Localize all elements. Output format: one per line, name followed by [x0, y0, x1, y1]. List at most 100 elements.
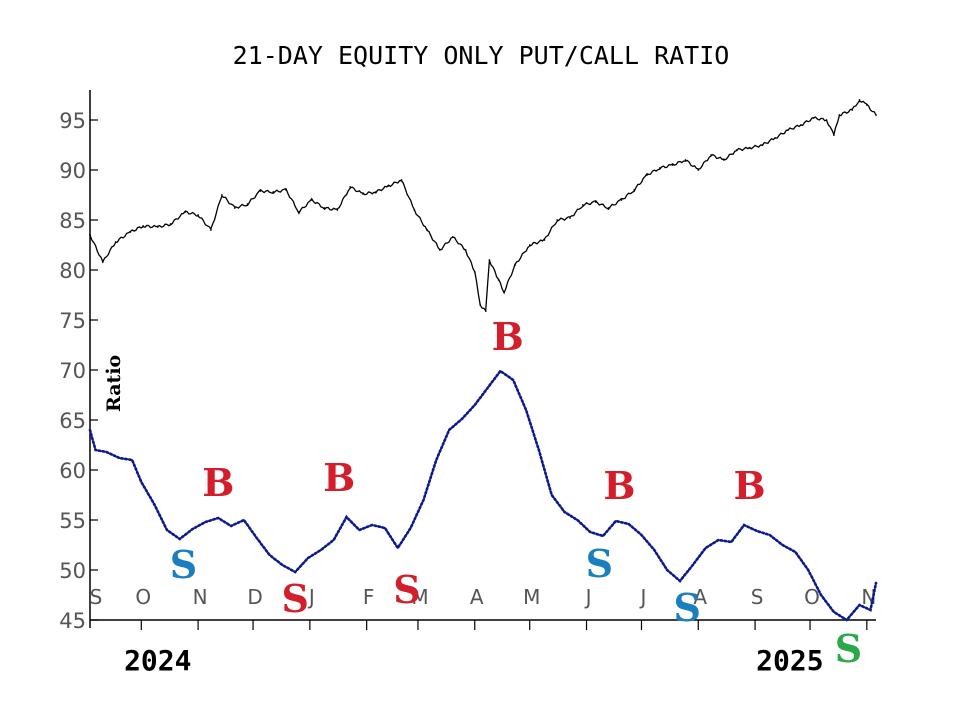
series-layer [88, 99, 878, 622]
series-point [362, 193, 364, 195]
month-tick-label: N [193, 585, 208, 609]
series-point [118, 457, 121, 459]
series-point [723, 159, 725, 161]
series-point [191, 528, 194, 530]
series-point [374, 191, 377, 193]
series-point [259, 190, 262, 192]
series-point [614, 520, 617, 522]
series-point [217, 517, 220, 519]
series-point [413, 209, 416, 211]
series-point [169, 223, 172, 225]
y-tick-label: 55 [59, 509, 86, 533]
series-point [717, 539, 720, 541]
series-point [691, 564, 694, 566]
series-point [307, 557, 309, 559]
series-point [294, 571, 297, 573]
series-point [679, 580, 681, 582]
series-point [799, 124, 802, 126]
series-point [358, 529, 361, 531]
month-tick-label: M [523, 585, 540, 609]
series-point [204, 521, 207, 523]
series-point [820, 594, 822, 596]
series-point [384, 527, 386, 529]
series-point [345, 516, 348, 518]
series-point [400, 179, 403, 181]
series-point [607, 207, 610, 209]
series-point [233, 207, 236, 209]
series-point [448, 429, 451, 431]
series-point [184, 211, 187, 213]
series-point [781, 544, 784, 546]
series-point [422, 499, 425, 501]
series-point [323, 207, 326, 209]
series-point [409, 527, 412, 529]
sell-signal-marker: S [674, 585, 701, 630]
month-tick-label: F [363, 585, 375, 609]
series-point [246, 203, 249, 205]
series-point [268, 554, 271, 556]
series-point [851, 109, 854, 111]
series-point [285, 189, 287, 191]
series-point [858, 99, 861, 101]
series-point [735, 149, 738, 151]
series-point [865, 104, 868, 106]
month-tick-label: J [584, 585, 592, 609]
series-point [743, 524, 745, 526]
series-point [653, 549, 656, 551]
series-point [875, 582, 877, 584]
series-point [832, 611, 835, 613]
series-point [838, 114, 841, 116]
series-point [569, 217, 571, 219]
sell-signal-marker: S [586, 541, 613, 586]
series-point [129, 231, 132, 233]
series-point [633, 189, 636, 191]
series-point [153, 503, 156, 505]
sell-signal-marker: S [393, 567, 420, 612]
series-point [243, 519, 245, 521]
series-point [832, 134, 835, 136]
series-point [710, 154, 713, 156]
buy-signal-marker: B [603, 463, 635, 508]
series-point [156, 226, 159, 228]
series-point [451, 236, 454, 238]
series-point [671, 164, 674, 166]
series-point [748, 147, 751, 149]
series-point [210, 229, 212, 231]
series-point [543, 239, 546, 241]
series-point [845, 619, 848, 621]
year-label: 2024 [124, 644, 191, 677]
month-tick-label: A [470, 585, 484, 609]
y-tick-label: 85 [59, 209, 86, 233]
sell-signal-marker: S [170, 542, 197, 587]
buy-signal-marker: B [202, 460, 234, 505]
series-point [825, 119, 828, 121]
month-tick-label: J [307, 585, 315, 609]
month-tick-label: S [751, 585, 764, 609]
series-point [114, 241, 117, 243]
put-call-ratio-series [88, 369, 878, 622]
series-point [787, 129, 789, 131]
sell-signal-marker: S [835, 626, 862, 671]
series-point [297, 211, 300, 213]
series-point [461, 418, 463, 420]
month-tick-label: J [639, 585, 647, 609]
series-point [730, 541, 733, 543]
buy-signal-marker: B [734, 463, 766, 508]
series-point [131, 459, 134, 461]
series-point [336, 209, 339, 211]
series-point [387, 185, 390, 187]
series-point [178, 538, 181, 540]
sell-signal-marker: S [281, 576, 308, 621]
series-point [627, 523, 630, 525]
series-point [525, 409, 527, 411]
series-point [332, 539, 335, 541]
series-point [875, 114, 877, 116]
price-index-series [89, 99, 877, 313]
series-point [255, 537, 258, 539]
y-tick-label: 95 [59, 109, 86, 133]
series-point [486, 387, 489, 389]
series-point [142, 225, 145, 227]
series-point [807, 569, 810, 571]
month-tick-label: M [411, 585, 428, 609]
series-point [89, 234, 91, 236]
